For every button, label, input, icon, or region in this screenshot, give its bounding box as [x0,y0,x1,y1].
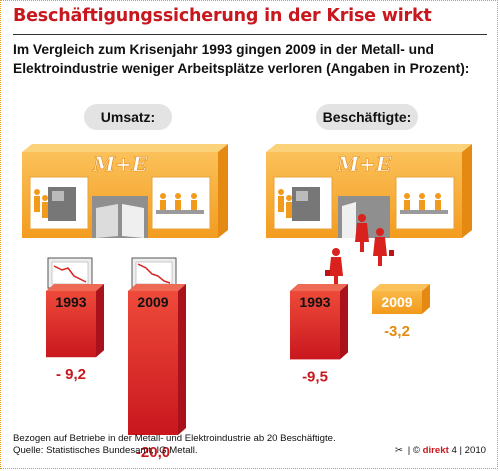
footnote-line-2: Quelle: Statistisches Bundesamt, IG Meta… [13,445,198,456]
bar-side-face [422,284,430,315]
bar-front-face [46,291,96,358]
bar-2009-umsatz: 2009 -20,0 [128,284,186,461]
bar-category-label: 2009 [137,294,168,310]
bar-front-face [128,291,178,435]
building-door-right [122,204,144,238]
bar-top-face [128,284,186,291]
worker-figures-icon [278,189,292,218]
bar-value-label: - 9,2 [56,366,86,383]
office-desk [400,210,448,214]
bar-value-label: -20,0 [136,444,170,461]
bar-1993-umsatz: 1993 - 9,2 [46,284,104,383]
panel-label-umsatz: Umsatz: [84,104,172,130]
factory-building-left: M+E [22,144,228,238]
footnote-line-1: Bezogen auf Betriebe in der Metall- und … [13,433,336,444]
credit-issue: 4 [451,445,457,456]
office-desk [156,210,204,214]
bar-top-face [290,284,348,291]
office-workers-icon [404,193,441,212]
bar-front-face [290,291,340,360]
bar-front-face [372,291,422,315]
office-workers-icon [160,193,197,212]
building-door-open [342,202,356,238]
building-logo-left: M+E [92,152,148,176]
building-logo-right: M+E [336,152,392,176]
declining-chart-icon [47,257,93,289]
bar-category-label: 1993 [299,294,330,310]
bar-side-face [178,284,186,435]
bar-top-face [46,284,104,291]
bar-category-label: 1993 [55,294,86,310]
bars-layer: 1993 - 9,2 2009 -20,0 1993 -9,5 2009 -3,2 [46,284,430,461]
leaving-workers-icon [325,214,394,290]
bar-top-face [372,284,430,291]
bar-category-label: 2009 [381,294,412,310]
worker-figures-icon [34,189,48,218]
chart-subtitle: Im Vergleich zum Krisenjahr 1993 gingen … [13,42,470,76]
building-door-left [96,204,118,238]
credit-separator: | [459,445,462,456]
credit-year: 2010 [464,445,486,456]
copyright-sign: © [412,445,420,456]
factory-building-right: M+E [266,144,472,238]
footnote: Bezogen auf Betriebe in der Metall- und … [13,433,336,457]
bar-1993-beschaeftigte: 1993 -9,5 [290,284,348,385]
bar-side-face [96,284,104,358]
bar-2009-beschaeftigte: 2009 -3,2 [372,284,430,340]
credit: ✂ | © direkt 4 | 2010 [395,445,486,456]
title-rule [13,34,487,35]
bar-value-label: -9,5 [302,368,328,385]
scissor-icon: ✂ [395,445,404,456]
credit-brand: direkt [422,445,449,456]
declining-chart-icon [131,257,177,289]
credit-separator: | [407,445,411,456]
building-side [218,144,228,238]
building-roof [266,144,472,152]
bar-value-label: -3,2 [384,323,410,340]
bar-side-face [340,284,348,360]
building-side [462,144,472,238]
building-roof [22,144,228,152]
panel-label-beschaeftigte: Beschäftigte: [316,104,418,130]
chart-title: Beschäftigungssicherung in der Krise wir… [13,6,432,26]
